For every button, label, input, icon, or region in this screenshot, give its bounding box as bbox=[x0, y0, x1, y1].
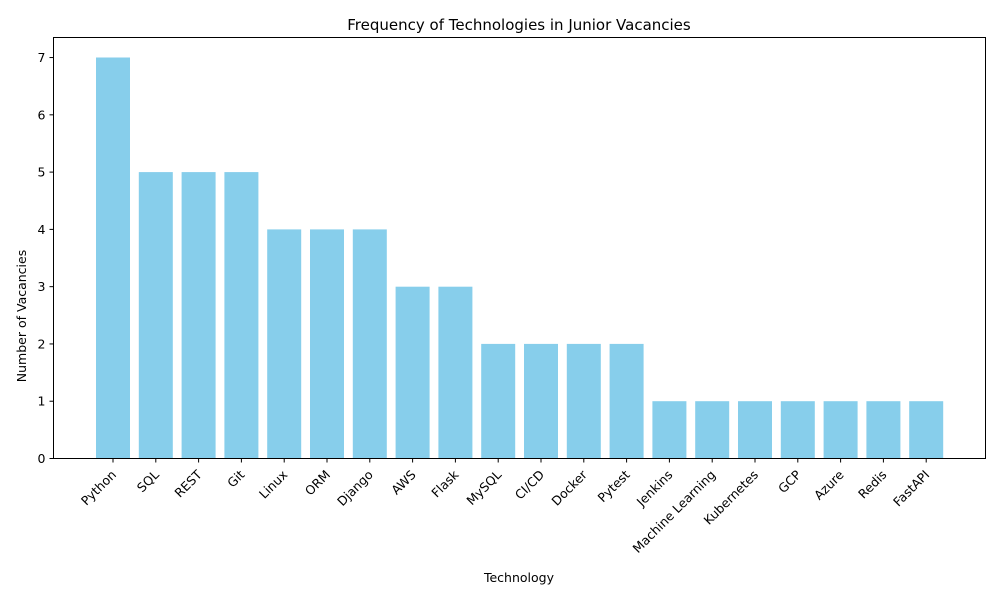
y-tick-label: 6 bbox=[38, 107, 46, 122]
y-axis: 0 1 2 3 4 5 6 7 bbox=[38, 50, 54, 466]
plot-frame bbox=[53, 37, 986, 459]
bar-ci-cd bbox=[524, 343, 558, 459]
y-tick-label: 0 bbox=[38, 451, 46, 466]
x-axis-label: Technology bbox=[483, 570, 555, 585]
bar-linux bbox=[267, 229, 302, 459]
bar-rest bbox=[181, 172, 216, 459]
chart-title: Frequency of Technologies in Junior Vaca… bbox=[347, 16, 691, 34]
bar-django bbox=[352, 229, 387, 459]
y-tick-label: 1 bbox=[38, 394, 46, 409]
bar-flask bbox=[438, 286, 473, 459]
bar-python bbox=[96, 57, 130, 459]
bar-redis bbox=[866, 401, 901, 459]
bar-git bbox=[224, 172, 259, 459]
bar-jenkins bbox=[652, 401, 687, 459]
bar-sql bbox=[138, 172, 173, 459]
bar-orm bbox=[310, 229, 344, 459]
bar-kubernetes bbox=[738, 401, 772, 459]
y-tick-label: 2 bbox=[38, 336, 46, 351]
bar-fastapi bbox=[909, 401, 944, 459]
plot-area bbox=[96, 57, 944, 459]
bar-azure bbox=[823, 401, 858, 459]
bar-gcp bbox=[780, 401, 815, 459]
bar-mysql bbox=[481, 343, 516, 459]
bar-aws bbox=[395, 286, 430, 459]
y-tick-label: 7 bbox=[38, 50, 46, 65]
y-axis-label: Number of Vacancies bbox=[14, 250, 29, 382]
bar-pytest bbox=[609, 343, 644, 459]
y-tick-label: 4 bbox=[38, 222, 46, 237]
y-tick-label: 5 bbox=[38, 165, 46, 180]
bar-docker bbox=[566, 343, 601, 459]
bar-machine-learning bbox=[695, 401, 730, 459]
y-tick-label: 3 bbox=[38, 279, 46, 294]
